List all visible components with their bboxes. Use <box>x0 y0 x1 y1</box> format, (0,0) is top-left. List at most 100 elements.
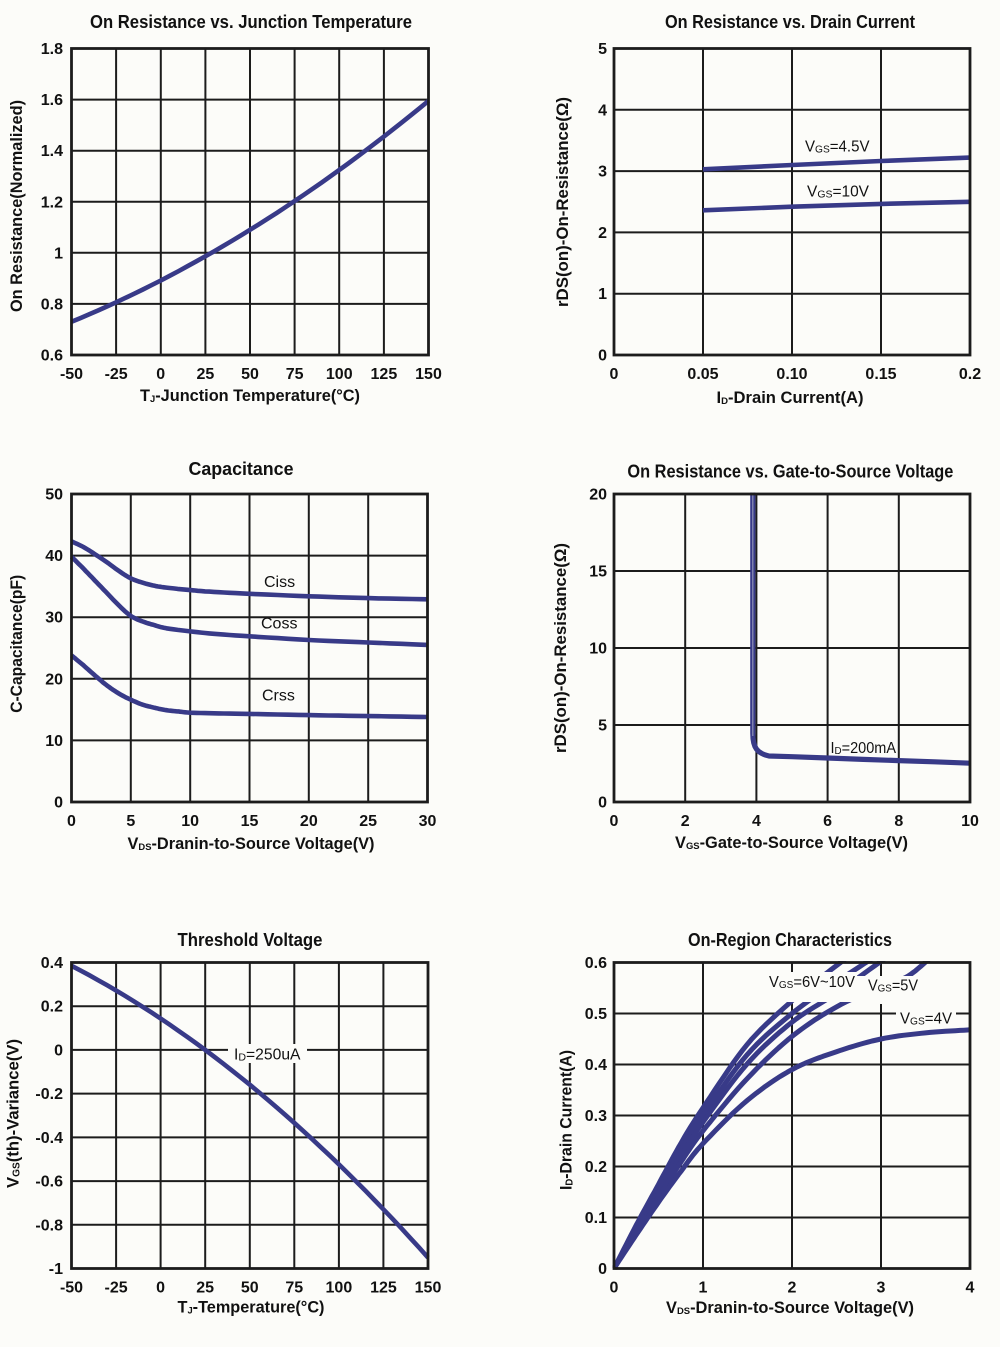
svg-text:8: 8 <box>894 813 903 830</box>
svg-text:10: 10 <box>181 813 199 830</box>
svg-text:20: 20 <box>589 487 607 504</box>
svg-text:40: 40 <box>45 548 63 565</box>
svg-text:4: 4 <box>598 102 607 119</box>
svg-text:-1: -1 <box>49 1261 63 1278</box>
svg-text:5: 5 <box>598 41 607 58</box>
svg-text:0: 0 <box>598 348 607 365</box>
svg-text:0: 0 <box>598 795 607 812</box>
svg-text:0.8: 0.8 <box>41 296 63 313</box>
svg-text:0.2: 0.2 <box>41 999 63 1016</box>
svg-text:Crss: Crss <box>262 688 295 705</box>
svg-text:25: 25 <box>359 813 377 830</box>
svg-text:0.4: 0.4 <box>41 955 63 972</box>
svg-text:0.6: 0.6 <box>41 348 63 365</box>
svg-text:VGS=4.5V: VGS=4.5V <box>805 139 870 156</box>
svg-text:-0.4: -0.4 <box>35 1130 63 1147</box>
svg-text:VGS=6V~10V: VGS=6V~10V <box>769 974 856 991</box>
svg-text:125: 125 <box>370 1280 397 1297</box>
svg-text:Ciss: Ciss <box>264 574 295 591</box>
svg-text:VGS(th)-Variance(V): VGS(th)-Variance(V) <box>5 1039 23 1188</box>
svg-text:0.2: 0.2 <box>585 1159 607 1176</box>
svg-text:-50: -50 <box>60 366 83 383</box>
svg-text:4: 4 <box>966 1280 975 1297</box>
svg-text:2: 2 <box>681 813 690 830</box>
svg-text:VGS=5V: VGS=5V <box>868 978 919 995</box>
svg-text:20: 20 <box>300 813 318 830</box>
svg-text:50: 50 <box>241 366 259 383</box>
svg-text:On Resistance(Normalized): On Resistance(Normalized) <box>8 100 26 312</box>
svg-text:Capacitance: Capacitance <box>189 459 294 479</box>
svg-text:Threshold Voltage: Threshold Voltage <box>178 930 323 950</box>
svg-text:0.3: 0.3 <box>585 1108 607 1125</box>
svg-text:On-Region Characteristics: On-Region Characteristics <box>688 930 892 950</box>
svg-text:2: 2 <box>598 225 607 242</box>
svg-text:125: 125 <box>371 366 398 383</box>
svg-text:1: 1 <box>54 245 63 262</box>
svg-text:0.5: 0.5 <box>585 1006 607 1023</box>
svg-text:1.2: 1.2 <box>41 194 63 211</box>
svg-text:On Resistance vs. Gate-to-Sour: On Resistance vs. Gate-to-Source Voltage <box>627 462 953 482</box>
svg-text:-0.2: -0.2 <box>35 1086 63 1103</box>
svg-text:0.1: 0.1 <box>585 1210 607 1227</box>
svg-text:rDS(on)-On-Resistance(Ω): rDS(on)-On-Resistance(Ω) <box>552 543 570 753</box>
svg-text:rDS(on)-On-Resistance(Ω): rDS(on)-On-Resistance(Ω) <box>554 97 572 307</box>
svg-text:0: 0 <box>54 795 63 812</box>
svg-text:VGS=10V: VGS=10V <box>807 184 870 201</box>
svg-text:0.4: 0.4 <box>585 1057 607 1074</box>
svg-text:0: 0 <box>610 1280 619 1297</box>
svg-text:5: 5 <box>598 718 607 735</box>
svg-text:50: 50 <box>45 487 63 504</box>
svg-text:ID-Drain Current(A): ID-Drain Current(A) <box>558 1050 576 1190</box>
svg-text:150: 150 <box>415 366 442 383</box>
svg-text:-25: -25 <box>105 366 128 383</box>
svg-text:0.15: 0.15 <box>865 366 896 383</box>
svg-text:15: 15 <box>241 813 259 830</box>
svg-text:On Resistance vs. Drain Curren: On Resistance vs. Drain Current <box>665 12 915 32</box>
svg-text:1.6: 1.6 <box>41 92 63 109</box>
svg-text:150: 150 <box>415 1280 442 1297</box>
svg-text:TJ-Junction Temperature(°C): TJ-Junction Temperature(°C) <box>140 387 360 405</box>
svg-text:VGS-Gate-to-Source Voltage(V): VGS-Gate-to-Source Voltage(V) <box>675 834 908 852</box>
svg-text:100: 100 <box>326 1280 353 1297</box>
svg-text:3: 3 <box>598 164 607 181</box>
svg-text:0: 0 <box>598 1261 607 1278</box>
svg-text:0: 0 <box>54 1042 63 1059</box>
svg-text:25: 25 <box>196 1280 214 1297</box>
svg-text:ID-Drain Current(A): ID-Drain Current(A) <box>717 389 864 407</box>
svg-text:0: 0 <box>610 366 619 383</box>
svg-text:50: 50 <box>241 1280 259 1297</box>
svg-text:1: 1 <box>598 286 607 303</box>
svg-text:0.6: 0.6 <box>585 955 607 972</box>
svg-text:0: 0 <box>156 1280 165 1297</box>
svg-text:1.4: 1.4 <box>41 143 63 160</box>
svg-text:VGS=4V: VGS=4V <box>900 1011 953 1028</box>
svg-text:4: 4 <box>752 813 761 830</box>
svg-text:-0.6: -0.6 <box>35 1174 63 1191</box>
svg-text:1: 1 <box>699 1280 708 1297</box>
svg-text:-25: -25 <box>105 1280 128 1297</box>
svg-text:0: 0 <box>67 813 76 830</box>
svg-text:On Resistance vs. Junction Tem: On Resistance vs. Junction Temperature <box>90 12 412 32</box>
svg-text:2: 2 <box>788 1280 797 1297</box>
svg-text:10: 10 <box>45 733 63 750</box>
svg-text:TJ-Temperature(°C): TJ-Temperature(°C) <box>178 1299 325 1317</box>
svg-text:0: 0 <box>156 366 165 383</box>
svg-text:75: 75 <box>285 1280 303 1297</box>
svg-text:VDS-Dranin-to-Source Voltage(V: VDS-Dranin-to-Source Voltage(V) <box>128 835 375 853</box>
svg-text:ID=200mA: ID=200mA <box>831 740 897 757</box>
svg-text:30: 30 <box>45 610 63 627</box>
svg-text:0.05: 0.05 <box>687 366 718 383</box>
svg-text:Coss: Coss <box>261 616 297 633</box>
svg-text:5: 5 <box>126 813 135 830</box>
svg-text:VDS-Dranin-to-Source Voltage(V: VDS-Dranin-to-Source Voltage(V) <box>666 1299 914 1317</box>
svg-text:6: 6 <box>823 813 832 830</box>
svg-text:10: 10 <box>961 813 979 830</box>
svg-text:30: 30 <box>419 813 437 830</box>
svg-text:3: 3 <box>877 1280 886 1297</box>
svg-text:75: 75 <box>286 366 304 383</box>
svg-text:-50: -50 <box>60 1280 83 1297</box>
svg-text:100: 100 <box>326 366 353 383</box>
svg-text:ID=250uA: ID=250uA <box>234 1047 301 1064</box>
svg-text:1.8: 1.8 <box>41 41 63 58</box>
svg-text:0.10: 0.10 <box>776 366 807 383</box>
